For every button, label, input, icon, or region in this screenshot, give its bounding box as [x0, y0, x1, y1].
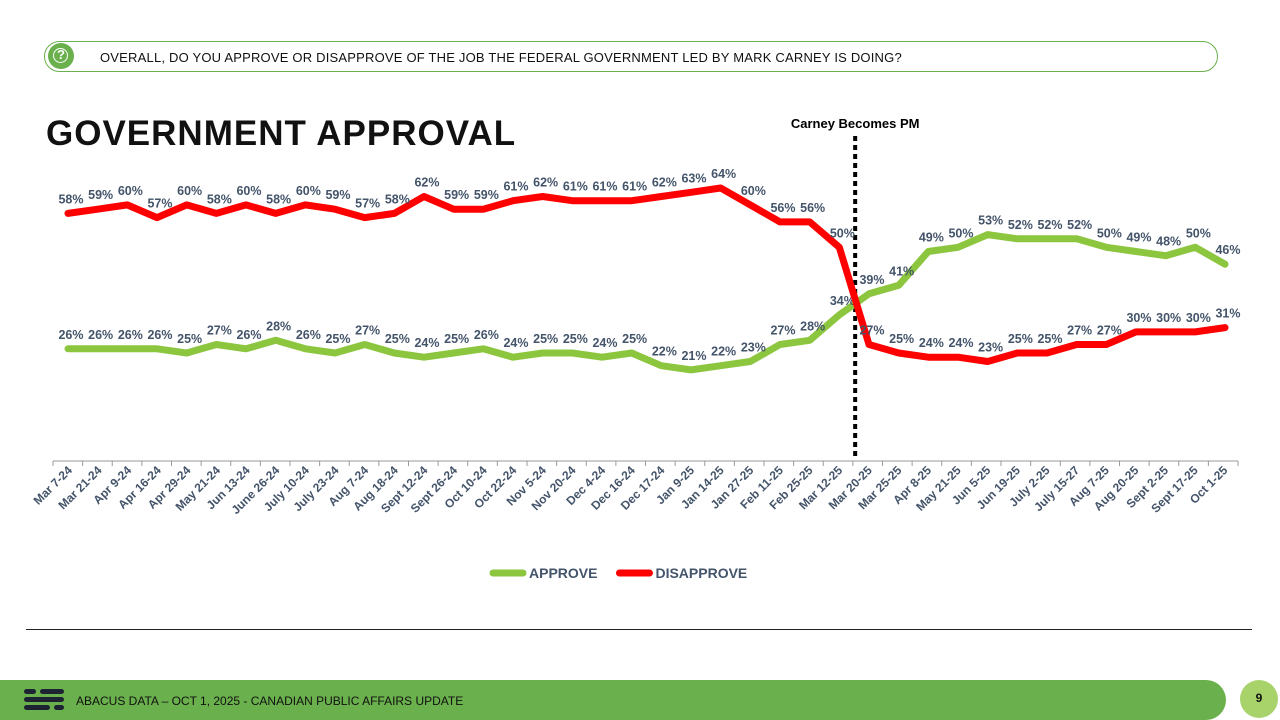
data-label-disapprove: 60%: [296, 184, 321, 198]
page-number: 9: [1255, 691, 1263, 705]
data-label-approve: 26%: [296, 328, 321, 342]
data-label-disapprove: 62%: [652, 175, 677, 189]
data-label-disapprove: 56%: [770, 201, 795, 215]
data-label-approve: 28%: [266, 319, 291, 333]
legend-label-approve: APPROVE: [529, 565, 597, 581]
data-label-approve: 50%: [1186, 226, 1211, 240]
data-label-disapprove: 59%: [88, 188, 113, 202]
data-label-disapprove: 60%: [741, 184, 766, 198]
data-label-disapprove: 25%: [1008, 332, 1033, 346]
chart-title: GOVERNMENT APPROVAL: [46, 114, 517, 153]
footer-text: ABACUS DATA – OCT 1, 2025 - CANADIAN PUB…: [76, 694, 464, 708]
data-label-approve: 26%: [236, 328, 261, 342]
data-label-disapprove: 60%: [177, 184, 202, 198]
data-label-disapprove: 58%: [266, 192, 291, 206]
data-label-approve: 53%: [978, 214, 1003, 228]
data-label-approve: 24%: [414, 336, 439, 350]
data-label-approve: 25%: [444, 332, 469, 346]
data-label-approve: 25%: [533, 332, 558, 346]
data-label-disapprove: 27%: [1067, 324, 1092, 338]
data-label-approve: 25%: [325, 332, 350, 346]
data-label-approve: 21%: [681, 349, 706, 363]
data-label-approve: 22%: [652, 345, 677, 359]
data-label-approve: 24%: [592, 336, 617, 350]
data-label-disapprove: 57%: [355, 197, 380, 211]
data-label-approve: 27%: [770, 324, 795, 338]
data-label-approve: 28%: [800, 319, 825, 333]
question-circle-icon: ?: [48, 43, 74, 69]
data-label-disapprove: 62%: [414, 175, 439, 189]
data-label-approve: 50%: [1097, 226, 1122, 240]
data-label-disapprove: 58%: [58, 192, 83, 206]
data-label-disapprove: 27%: [1097, 324, 1122, 338]
question-bar: ? OVERALL, DO YOU APPROVE OR DISAPPROVE …: [44, 41, 1218, 72]
data-label-disapprove: 31%: [1215, 307, 1240, 321]
data-label-disapprove: 57%: [147, 197, 172, 211]
data-label-disapprove: 60%: [236, 184, 261, 198]
event-marker-label: Carney Becomes PM: [791, 116, 920, 131]
data-label-disapprove: 63%: [681, 171, 706, 185]
data-label-approve: 46%: [1215, 243, 1240, 257]
data-label-disapprove: 58%: [385, 192, 410, 206]
series-line-disapprove: [64, 184, 1229, 365]
data-label-disapprove: 23%: [978, 340, 1003, 354]
data-label-disapprove: 50%: [830, 226, 855, 240]
data-label-approve: 52%: [1037, 218, 1062, 232]
data-label-disapprove: 30%: [1186, 311, 1211, 325]
question-text: OVERALL, DO YOU APPROVE OR DISAPPROVE OF…: [100, 50, 902, 65]
data-label-disapprove: 30%: [1126, 311, 1151, 325]
data-label-approve: 50%: [948, 226, 973, 240]
data-label-approve: 26%: [58, 328, 83, 342]
data-label-approve: 25%: [385, 332, 410, 346]
data-label-approve: 26%: [88, 328, 113, 342]
data-label-approve: 26%: [147, 328, 172, 342]
data-label-disapprove: 58%: [207, 192, 232, 206]
data-label-approve: 27%: [207, 324, 232, 338]
data-label-disapprove: 24%: [919, 336, 944, 350]
data-label-disapprove: 61%: [503, 180, 528, 194]
data-label-disapprove: 61%: [622, 180, 647, 194]
data-label-approve: 25%: [177, 332, 202, 346]
data-label-approve: 25%: [563, 332, 588, 346]
data-label-disapprove: 59%: [325, 188, 350, 202]
series-line-approve: [64, 231, 1229, 374]
data-label-disapprove: 61%: [592, 180, 617, 194]
data-label-approve: 52%: [1067, 218, 1092, 232]
data-label-disapprove: 30%: [1156, 311, 1181, 325]
data-label-disapprove: 60%: [118, 184, 143, 198]
data-label-approve: 22%: [711, 345, 736, 359]
page-number-badge: 9: [1240, 680, 1278, 718]
data-label-approve: 49%: [919, 230, 944, 244]
data-label-disapprove: 61%: [563, 180, 588, 194]
data-label-approve: 34%: [830, 294, 855, 308]
data-label-approve: 24%: [503, 336, 528, 350]
data-label-disapprove: 25%: [889, 332, 914, 346]
data-label-disapprove: 62%: [533, 175, 558, 189]
data-label-disapprove: 24%: [948, 336, 973, 350]
footer-bar: ABACUS DATA – OCT 1, 2025 - CANADIAN PUB…: [0, 680, 1226, 720]
data-label-approve: 25%: [622, 332, 647, 346]
data-label-approve: 23%: [741, 340, 766, 354]
divider-line: [26, 629, 1252, 630]
data-label-disapprove: 59%: [444, 188, 469, 202]
data-label-approve: 48%: [1156, 235, 1181, 249]
data-label-disapprove: 27%: [859, 324, 884, 338]
data-label-approve: 49%: [1126, 230, 1151, 244]
data-label-approve: 26%: [474, 328, 499, 342]
data-label-approve: 26%: [118, 328, 143, 342]
data-label-disapprove: 64%: [711, 167, 736, 181]
data-label-approve: 39%: [859, 273, 884, 287]
data-label-approve: 27%: [355, 324, 380, 338]
abacus-logo-icon: [24, 689, 64, 711]
data-label-disapprove: 56%: [800, 201, 825, 215]
data-label-disapprove: 59%: [474, 188, 499, 202]
data-label-disapprove: 25%: [1037, 332, 1062, 346]
data-label-approve: 52%: [1008, 218, 1033, 232]
data-label-approve: 41%: [889, 264, 914, 278]
legend-label-disapprove: DISAPPROVE: [655, 565, 747, 581]
